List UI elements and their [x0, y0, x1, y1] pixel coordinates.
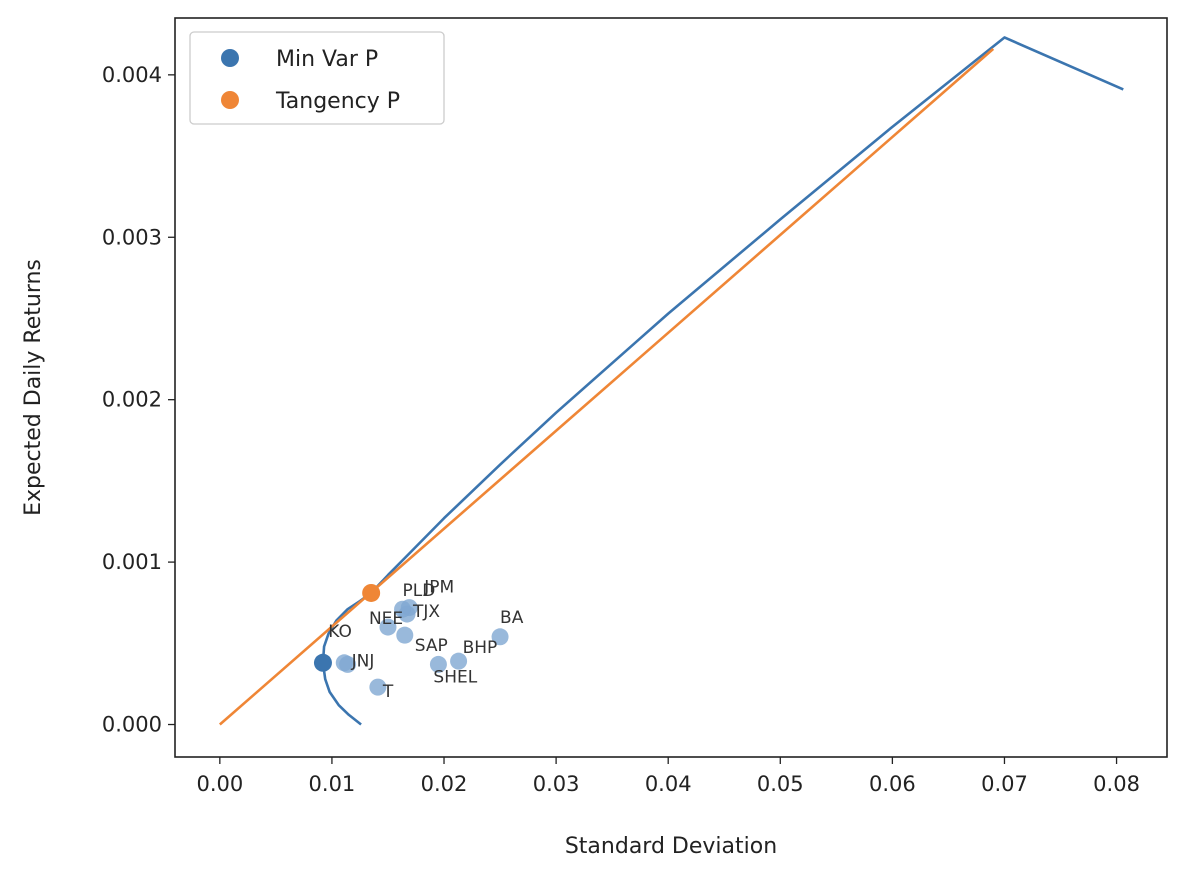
x-tick-label: 0.07 — [981, 772, 1028, 796]
legend-label-1: Tangency P — [275, 89, 400, 114]
asset-point-tjx — [398, 605, 416, 623]
asset-label-jnj: JNJ — [351, 651, 375, 671]
asset-point-sap — [396, 626, 414, 644]
x-tick-label: 0.05 — [757, 772, 804, 796]
legend-box — [189, 31, 445, 125]
asset-point-t — [369, 678, 387, 696]
legend: Min Var P Tangency P — [189, 31, 445, 125]
asset-label-ko: KO — [328, 622, 352, 642]
asset-point-bhp — [450, 652, 468, 670]
capital-market-line — [218, 47, 995, 726]
legend-marker-0 — [221, 49, 239, 67]
asset-label-jpm: JPM — [423, 578, 454, 598]
asset-label-nee: NEE — [369, 609, 403, 629]
x-tick-label: 0.00 — [196, 772, 243, 796]
asset-label-pld: PLD — [403, 581, 436, 601]
asset-label-tjx: TJX — [412, 602, 440, 622]
y-tick-label: 0.001 — [102, 550, 162, 574]
x-tick-label: 0.01 — [309, 772, 356, 796]
legend-marker-1 — [221, 91, 239, 109]
y-tick-label: 0.003 — [102, 225, 162, 249]
asset-label-shel: SHEL — [433, 667, 477, 687]
asset-point-nee — [379, 618, 397, 636]
x-tick-label: 0.08 — [1093, 772, 1140, 796]
legend-label-0: Min Var P — [276, 47, 378, 72]
x-tick-label: 0.04 — [645, 772, 692, 796]
asset-label-t: T — [382, 682, 394, 702]
asset-label-sap: SAP — [415, 636, 448, 656]
y-tick-label: 0.002 — [102, 388, 162, 412]
axes-frame — [174, 17, 1168, 758]
x-tick-label: 0.06 — [869, 772, 916, 796]
min-var-portfolio-point — [313, 653, 332, 672]
asset-label-bhp: BHP — [463, 638, 498, 658]
y-axis-label: Expected Daily Returns — [21, 259, 46, 516]
asset-label-ba: BA — [500, 608, 524, 628]
y-tick-label: 0.000 — [102, 713, 162, 737]
x-tick-label: 0.03 — [533, 772, 580, 796]
asset-point-jnj — [339, 655, 357, 673]
asset-point-shel — [429, 655, 447, 673]
tangency-portfolio-point — [362, 583, 381, 602]
axes-ticks: 0.00 0.01 0.02 0.03 0.04 0.05 0.06 0.07 0.08 0.00… — [102, 63, 1140, 796]
y-tick-label: 0.004 — [102, 63, 162, 87]
asset-point-ba — [491, 628, 509, 646]
x-tick-label: 0.02 — [421, 772, 468, 796]
x-axis-label: Standard Deviation — [565, 834, 777, 859]
